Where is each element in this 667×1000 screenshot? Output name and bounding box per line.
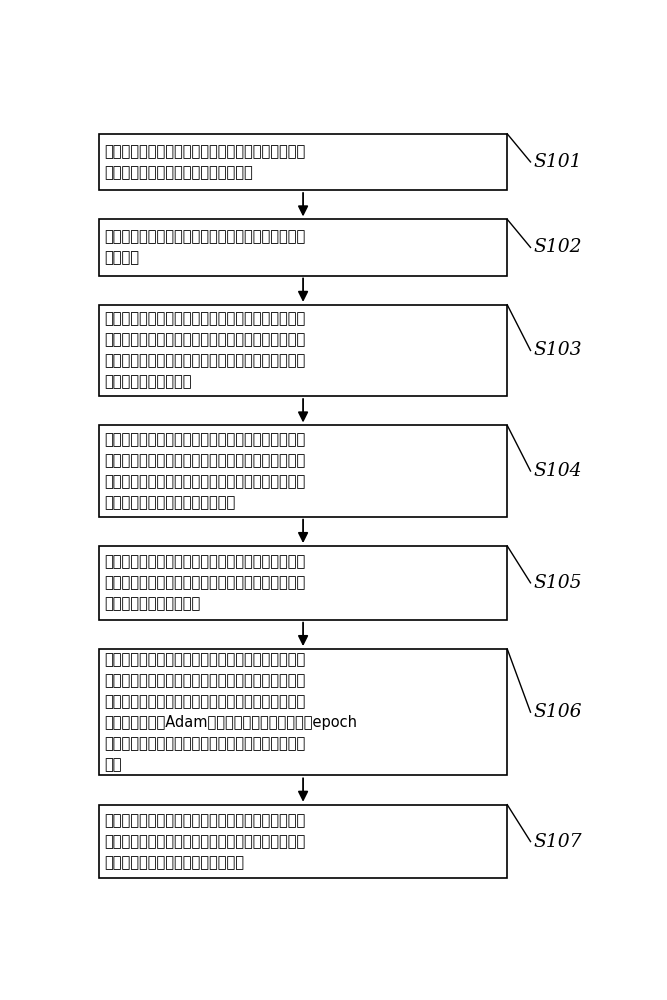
Text: S102: S102 [533,238,582,256]
Text: S103: S103 [533,341,582,359]
Text: 利用全局域分类器和局部域分类器，将所述混合样本
特征作为全局域分类器和局部域分类器的输入，利用
有监督的方法对所述特征提取器和域鉴别器进行对抗
训练，并输出预测: 利用全局域分类器和局部域分类器，将所述混合样本 特征作为全局域分类器和局部域分类… [104,432,305,510]
Bar [99,546,507,620]
Text: 利用短时傅里叶变换和二维化处理输出源域样本和目
标域样本: 利用短时傅里叶变换和二维化处理输出源域样本和目 标域样本 [104,229,305,265]
Text: 利用加速度传感器采集六种工况下轴承运行时的振动
信号，构建源域数据集和目标域数据集: 利用加速度传感器采集六种工况下轴承运行时的振动 信号，构建源域数据集和目标域数据… [104,144,305,180]
Text: 利用分类器损失、域损失构建所述轴承故障诊断模型
的目标函数，并利用对抗自适应训练策略缩小所述源
域样本特征和所述目标域样本特征的边缘分布和条件
分布差异，利用A: 利用分类器损失、域损失构建所述轴承故障诊断模型 的目标函数，并利用对抗自适应训练… [104,652,357,772]
Text: S104: S104 [533,462,582,480]
Text: 利用将所述目标域数据集输入所述轴承故障诊断模型
中，对所述故障诊断特征进行故障类型匹配，输出所
述目标域数据集的轴承故障诊断结果: 利用将所述目标域数据集输入所述轴承故障诊断模型 中，对所述故障诊断特征进行故障类… [104,813,305,870]
Text: S101: S101 [533,153,582,171]
Bar [99,425,507,517]
Text: S106: S106 [533,703,582,721]
Bar [99,305,507,396]
Bar [99,219,507,276]
Text: S105: S105 [533,574,582,592]
Bar [99,134,507,190]
Text: 利用特征提取器和分类器，将所述源域样本输入其中
，利用有监督的方法对特征提取器进行训练；将所述
目标域样本和和所述源域样本共同输入所述特征提取
器后得到混合样本: 利用特征提取器和分类器，将所述源域样本输入其中 ，利用有监督的方法对特征提取器进… [104,311,305,389]
Bar [99,805,507,878]
Text: 利用指数动态因子对全局域损失和局部域损失进行调
节，进而调节边缘分布和条件分布对模型整体训练的
影响，实现域损失调节；: 利用指数动态因子对全局域损失和局部域损失进行调 节，进而调节边缘分布和条件分布对… [104,554,305,611]
Bar [99,649,507,775]
Text: S107: S107 [533,833,582,851]
